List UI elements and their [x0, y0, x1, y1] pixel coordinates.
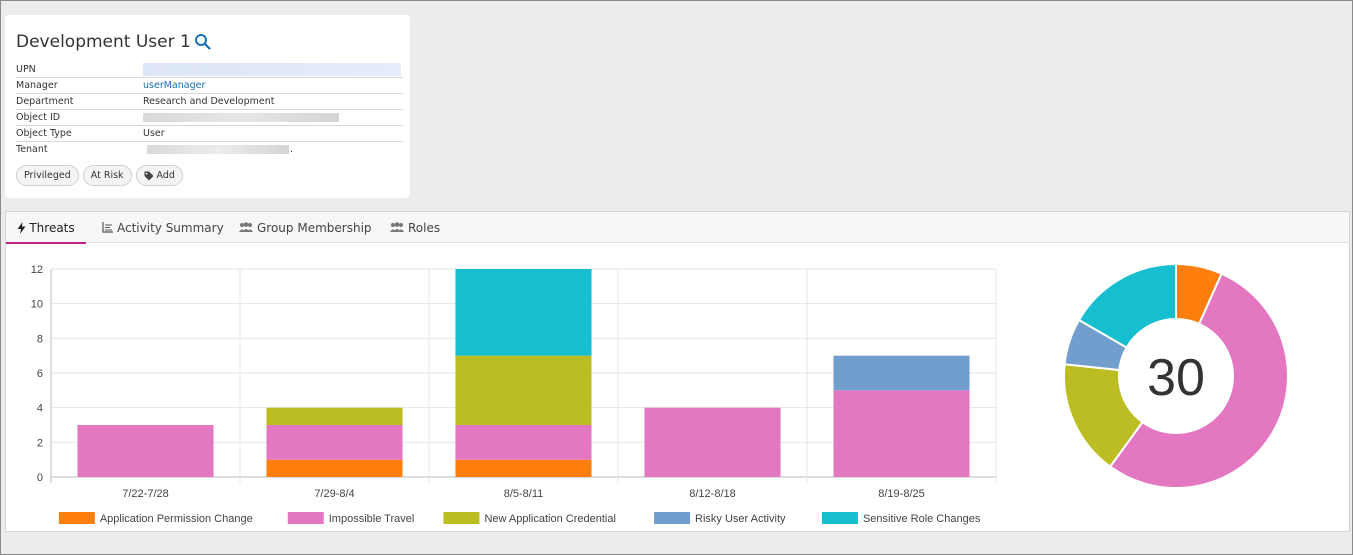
x-tick-label: 8/12-8/18	[689, 488, 735, 500]
y-tick-label: 2	[37, 437, 43, 449]
tag-privileged[interactable]: Privileged	[16, 165, 79, 186]
legend-label: Risky User Activity	[695, 513, 786, 525]
legend-swatch	[287, 512, 324, 524]
bar-segment	[455, 425, 592, 460]
x-tick-label: 8/19-8/25	[878, 488, 924, 500]
property-key: Manager	[16, 80, 58, 91]
donut-total-label: 30	[1147, 349, 1205, 407]
legend-label: Application Permission Change	[100, 513, 253, 525]
user-card: Development User 1 UPN Manager userManag…	[5, 15, 410, 198]
redacted-value	[143, 63, 401, 76]
tag-label: Add	[156, 170, 175, 181]
bar-segment	[833, 390, 970, 477]
x-tick-label: 7/22-7/28	[122, 488, 168, 500]
legend-swatch	[821, 512, 858, 524]
user-title: Development User 1	[16, 32, 191, 52]
redacted-value	[147, 145, 289, 154]
add-tag-button[interactable]: Add	[135, 165, 183, 186]
property-key: Object ID	[16, 112, 61, 123]
bar-segment	[266, 407, 403, 425]
tab-label: Activity Summary	[117, 220, 224, 235]
property-key: Tenant	[16, 144, 48, 155]
property-row-manager: Manager userManager	[16, 78, 403, 94]
y-tick-label: 10	[31, 299, 43, 311]
search-icon[interactable]	[194, 33, 211, 50]
y-tick-label: 4	[37, 403, 43, 415]
property-row-tenant: Tenant .	[16, 142, 403, 158]
bar-segment	[455, 269, 592, 356]
tab-label: Threats	[29, 220, 75, 235]
tab-group-membership[interactable]: Group Membership	[238, 212, 372, 243]
manager-link[interactable]: userManager	[143, 80, 206, 91]
y-tick-label: 8	[37, 333, 43, 345]
property-row-object-id: Object ID	[16, 110, 403, 126]
y-tick-label: 12	[31, 264, 43, 276]
pie-slice	[1077, 262, 1177, 349]
tab-label: Roles	[408, 220, 441, 235]
legend-label: New Application Credential	[484, 513, 615, 525]
roles-icon	[390, 222, 404, 232]
bar-segment	[266, 459, 403, 477]
legend-label: Sensitive Role Changes	[863, 513, 981, 525]
y-tick-label: 0	[37, 472, 43, 484]
property-value: .	[290, 144, 294, 155]
chart-icon	[102, 222, 113, 233]
property-value: Research and Development	[143, 96, 275, 107]
tag-label: Privileged	[24, 170, 71, 181]
bar-segment	[77, 425, 214, 477]
legend-swatch	[443, 512, 480, 524]
legend-swatch	[58, 512, 95, 524]
tab-activity-summary[interactable]: Activity Summary	[102, 212, 224, 243]
pie-slice	[1108, 272, 1289, 490]
bar-segment	[455, 355, 592, 425]
tab-roles[interactable]: Roles	[389, 212, 440, 243]
property-row-object-type: Object Type User	[16, 126, 403, 142]
property-row-upn: UPN	[16, 62, 403, 78]
user-properties: UPN Manager userManager Department Resea…	[16, 62, 403, 158]
property-key: Object Type	[16, 128, 72, 139]
y-tick-label: 6	[37, 368, 43, 380]
tag-icon	[144, 171, 154, 180]
x-tick-label: 7/29-8/4	[314, 488, 354, 500]
threats-charts: 0 2 4 6 8 10 12 7/22-7/28 7/29-8/4 8/5-8/11 8/12-8…	[31, 262, 1289, 525]
bar-segment	[455, 459, 592, 477]
property-key: Department	[16, 96, 74, 107]
legend-label: Impossible Travel	[329, 513, 415, 525]
bar-segment	[266, 425, 403, 460]
tag-label: At Risk	[90, 170, 124, 181]
bar-segment	[644, 407, 781, 477]
tag-at-risk[interactable]: At Risk	[82, 165, 132, 186]
tag-list: Privileged At Risk Add	[16, 165, 183, 186]
group-icon	[239, 222, 253, 232]
legend-swatch	[654, 512, 691, 524]
bar-segment	[833, 355, 970, 391]
tab-bar: Threats Activity Summary Group Membershi…	[6, 212, 1349, 244]
redacted-value	[143, 113, 339, 122]
threats-panel: Threats Activity Summary Group Membershi…	[5, 211, 1350, 532]
bolt-icon	[17, 221, 26, 234]
property-row-department: Department Research and Development	[16, 94, 403, 110]
property-key: UPN	[16, 64, 36, 75]
property-value: User	[143, 128, 165, 139]
tab-threats[interactable]: Threats	[6, 212, 86, 244]
tab-label: Group Membership	[257, 220, 372, 235]
x-tick-label: 8/5-8/11	[504, 488, 544, 500]
